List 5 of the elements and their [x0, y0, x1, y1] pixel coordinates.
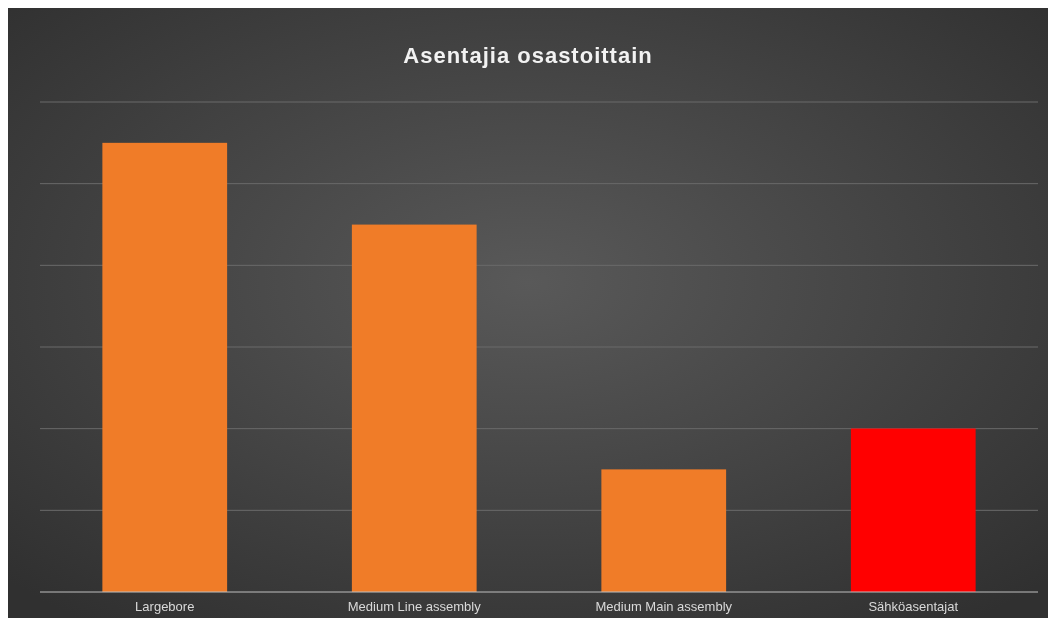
x-tick-label: Largebore	[135, 599, 195, 614]
x-tick-label: Sähköasentajat	[868, 599, 959, 614]
x-tick-label: Medium Main assembly	[595, 599, 733, 614]
x-tick-label: Medium Line assembly	[347, 599, 482, 614]
chart-title: Asentajia osastoittain	[403, 43, 653, 68]
